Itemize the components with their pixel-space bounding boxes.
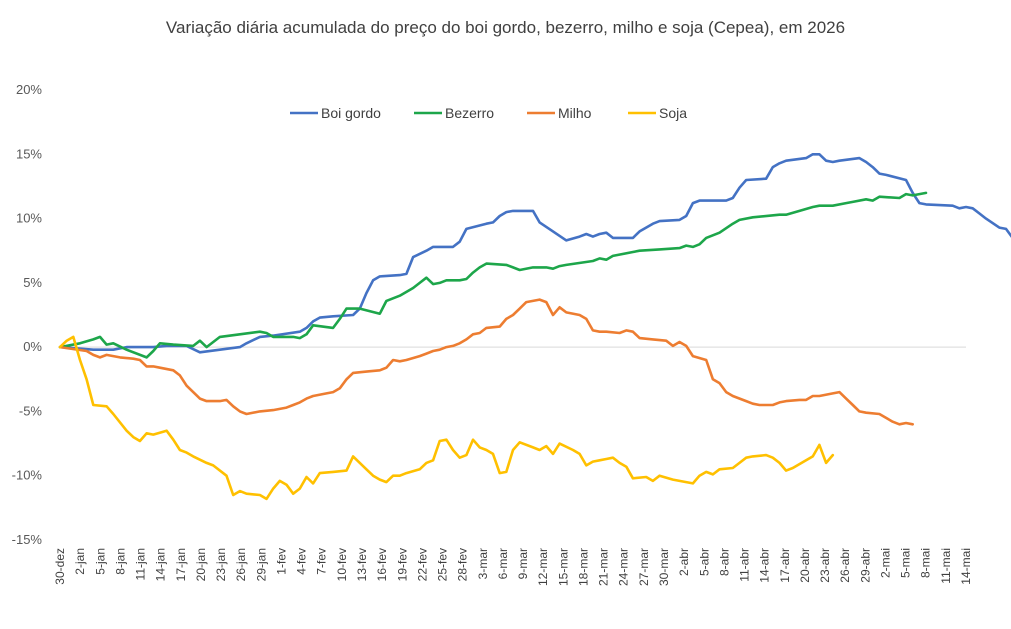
y-tick-label: 5% <box>23 275 42 290</box>
x-tick-label: 2-jan <box>73 548 87 575</box>
x-axis: 30-dez 2-jan 5-jan 8-jan 11-jan 14-jan 17-jan 2… <box>53 548 973 586</box>
series-line-boi-gordo <box>58 153 1011 354</box>
x-tick-label: 26-jan <box>234 548 248 581</box>
legend-label: Soja <box>659 105 687 121</box>
x-tick-label: 14-abr <box>758 548 772 583</box>
x-tick-label: 3-mar <box>476 548 490 579</box>
x-tick-label: 5-abr <box>697 548 711 576</box>
x-tick-label: 20-jan <box>194 548 208 581</box>
x-tick-label: 5-jan <box>93 548 107 575</box>
x-tick-label: 8-abr <box>717 548 731 576</box>
chart-title: Variação diária acumulada do preço do bo… <box>165 18 846 37</box>
x-tick-label: 16-fev <box>375 548 389 581</box>
legend-label: Milho <box>558 105 592 121</box>
series-group <box>58 153 1011 501</box>
x-tick-label: 5-mai <box>899 548 913 578</box>
y-tick-label: 15% <box>16 146 42 161</box>
y-tick-label: -15% <box>12 532 43 547</box>
x-tick-label: 25-fev <box>436 548 450 581</box>
x-tick-label: 22-fev <box>415 548 429 581</box>
y-tick-label: -10% <box>12 468 43 483</box>
x-tick-label: 6-mar <box>496 548 510 579</box>
chart-legend: Boi gordo Bezerro Milho Soja <box>290 105 687 121</box>
x-tick-label: 2-abr <box>677 548 691 576</box>
x-tick-label: 11-jan <box>134 548 148 580</box>
x-tick-label: 8-mai <box>919 548 933 578</box>
y-tick-label: 10% <box>16 211 42 226</box>
series-line-milho <box>58 298 914 426</box>
legend-item-bezerro: Bezerro <box>414 105 494 121</box>
x-tick-label: 1-fev <box>274 548 288 575</box>
x-tick-label: 29-abr <box>858 548 872 583</box>
legend-item-soja: Soja <box>628 105 687 121</box>
series-line-soja <box>58 335 835 501</box>
y-tick-label: 0% <box>23 339 42 354</box>
x-tick-label: 24-mar <box>617 548 631 586</box>
x-tick-label: 19-fev <box>395 548 409 581</box>
x-tick-label: 12-mar <box>536 548 550 586</box>
y-axis: 20% 15% 10% 5% 0% -5% -10% -15% <box>12 82 43 547</box>
x-tick-label: 27-mar <box>637 548 651 586</box>
x-tick-label: 18-mar <box>576 548 590 586</box>
x-tick-label: 15-mar <box>556 548 570 586</box>
x-tick-label: 28-fev <box>456 548 470 581</box>
legend-item-milho: Milho <box>527 105 592 121</box>
x-tick-label: 7-fev <box>315 548 329 575</box>
x-tick-label: 30-mar <box>657 548 671 586</box>
x-tick-label: 17-abr <box>778 548 792 583</box>
series-line-bezerro <box>58 191 928 359</box>
x-tick-label: 11-mai <box>939 548 953 584</box>
x-tick-label: 2-mai <box>878 548 892 578</box>
legend-label: Boi gordo <box>321 105 381 121</box>
x-tick-label: 8-jan <box>113 548 127 575</box>
y-tick-label: 20% <box>16 82 42 97</box>
x-tick-label: 9-mar <box>516 548 530 579</box>
x-tick-label: 29-jan <box>254 548 268 581</box>
x-tick-label: 26-abr <box>838 548 852 583</box>
x-tick-label: 14-mai <box>959 548 973 585</box>
x-tick-label: 13-fev <box>355 548 369 581</box>
y-tick-label: -5% <box>19 403 43 418</box>
x-tick-label: 30-dez <box>53 548 67 585</box>
x-tick-label: 17-jan <box>174 548 188 581</box>
x-tick-label: 4-fev <box>295 548 309 575</box>
legend-label: Bezerro <box>445 105 494 121</box>
x-tick-label: 10-fev <box>335 548 349 581</box>
x-tick-label: 23-abr <box>818 548 832 583</box>
x-tick-label: 14-jan <box>154 548 168 581</box>
legend-item-boi-gordo: Boi gordo <box>290 105 381 121</box>
x-tick-label: 21-mar <box>597 548 611 586</box>
x-tick-label: 23-jan <box>214 548 228 581</box>
x-tick-label: 20-abr <box>798 548 812 583</box>
x-tick-label: 11-abr <box>738 548 752 582</box>
